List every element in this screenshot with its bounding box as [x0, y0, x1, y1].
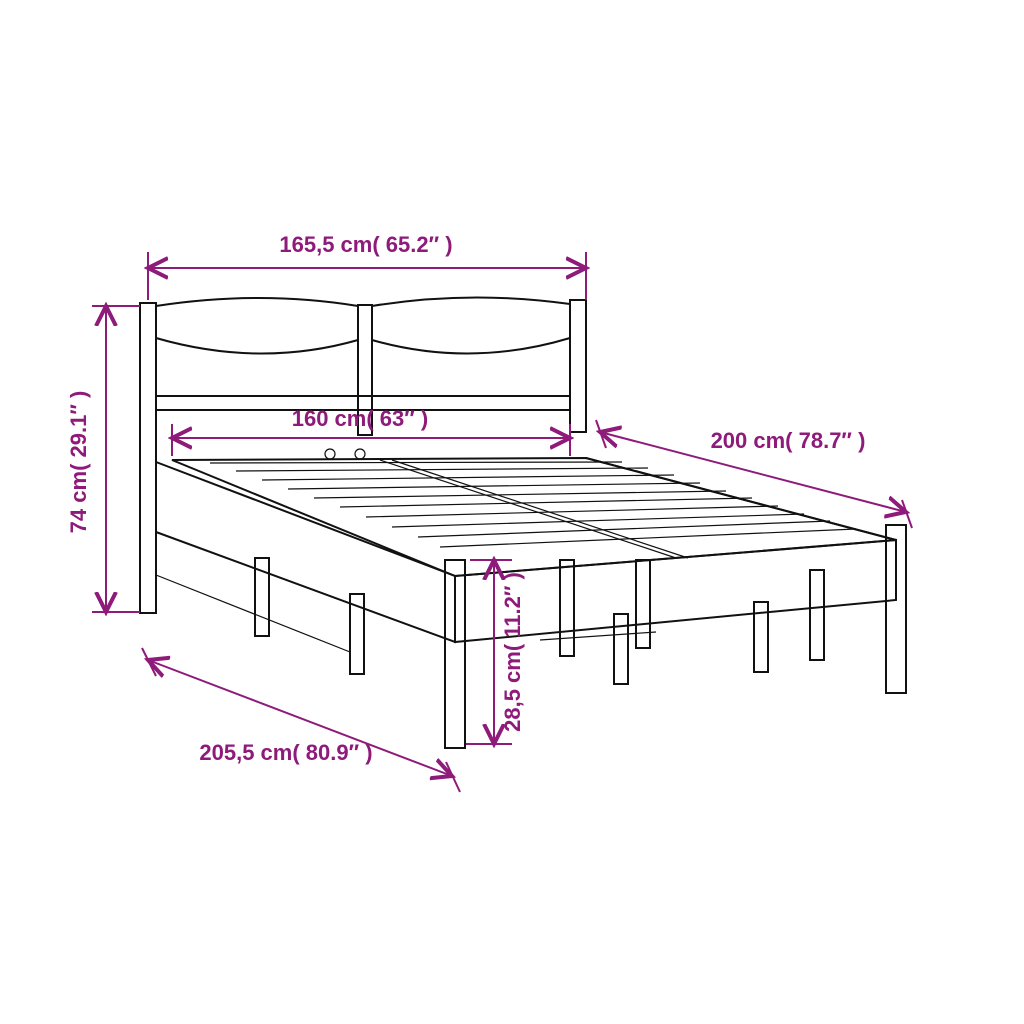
dim-height-overall-label: 74 cm( 29.1″ )	[66, 391, 91, 534]
dim-width-overall-label: 165,5 cm( 65.2″ )	[279, 232, 452, 257]
bed-legs	[156, 558, 824, 684]
dim-length-inner-label: 200 cm( 78.7″ )	[711, 428, 866, 453]
dim-length-overall: 205,5 cm( 80.9″ )	[142, 648, 460, 792]
dim-width-inner-label: 160 cm( 63″ )	[292, 406, 429, 431]
dim-height-slat: 28,5 cm( 11.2″ )	[466, 560, 525, 744]
dim-width-overall: 165,5 cm( 65.2″ )	[148, 232, 586, 300]
bed-frame-dimension-diagram: 165,5 cm( 65.2″ ) 160 cm( 63″ ) 200 cm( …	[0, 0, 1024, 1024]
dim-length-overall-label: 205,5 cm( 80.9″ )	[199, 740, 372, 765]
dim-height-slat-label: 28,5 cm( 11.2″ )	[500, 572, 525, 732]
bed-slats	[210, 460, 856, 558]
dim-height-overall: 74 cm( 29.1″ )	[66, 306, 140, 612]
